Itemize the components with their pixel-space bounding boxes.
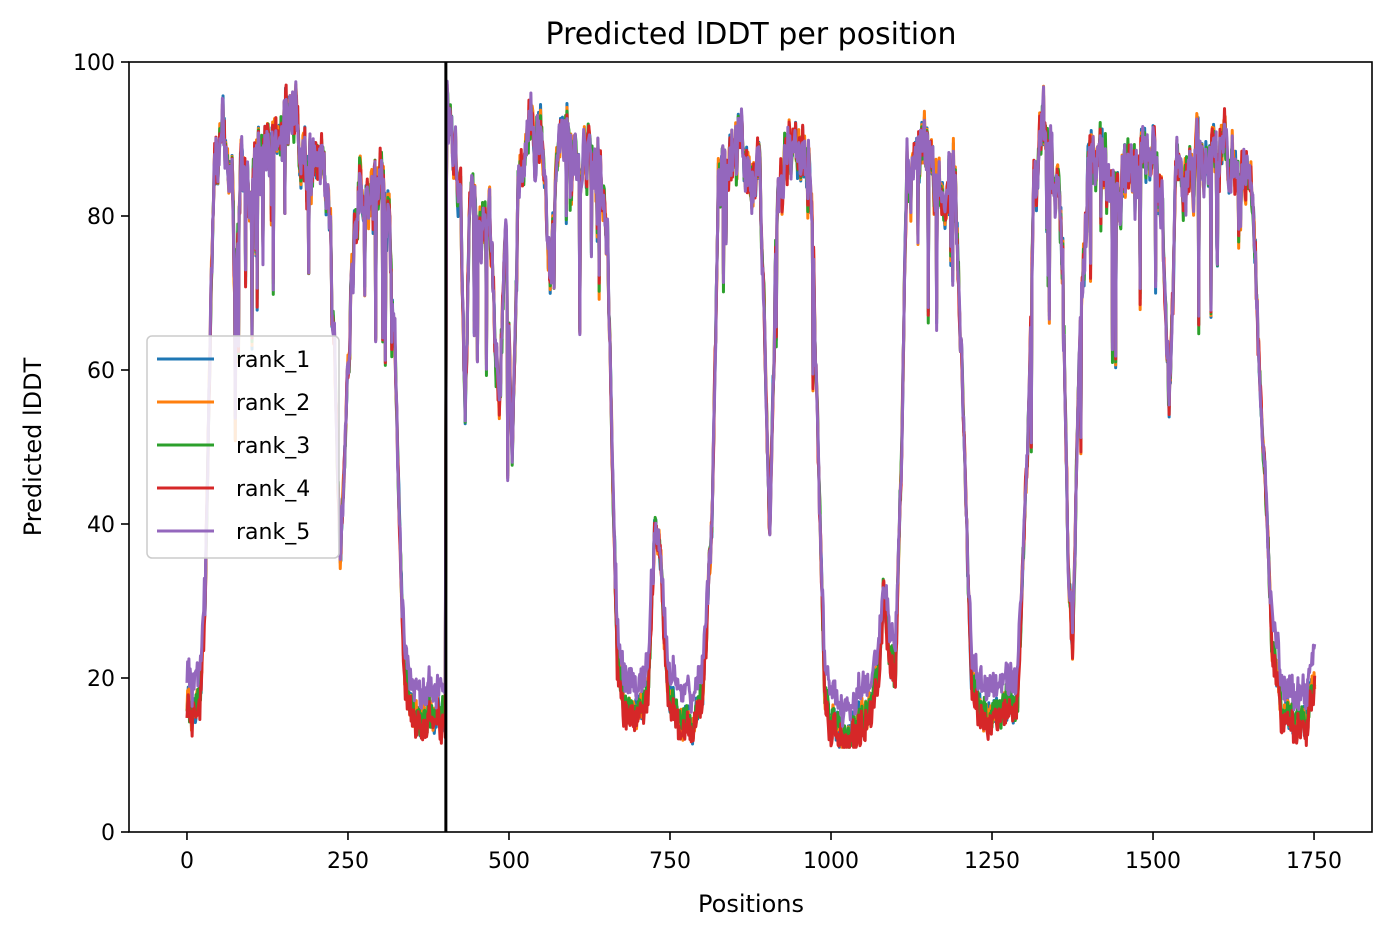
y-tick-label: 0 [101,821,115,846]
legend-frame [146,335,340,559]
x-axis: 0 250 500 750 1000 1250 1500 1750 [180,832,1342,874]
chart-title: Predicted lDDT per position [546,17,957,52]
legend-label-rank_3: rank_3 [236,434,310,459]
plot-frame [128,61,1373,833]
x-tick-label: 1000 [803,849,859,874]
x-tick-label: 500 [488,849,530,874]
series-line-rank_5 [185,79,1317,728]
y-tick-label: 80 [87,205,115,230]
x-tick-label: 1250 [964,849,1020,874]
y-tick-label: 20 [87,667,115,692]
y-tick-label: 60 [87,359,115,384]
legend-label-rank_2: rank_2 [236,391,310,416]
legend-label-rank_4: rank_4 [236,477,310,502]
legend: rank_1 rank_2 rank_3 rank_4 rank_5 [146,335,340,559]
y-axis-label: Predicted lDDT [19,357,47,536]
x-tick-label: 750 [649,849,691,874]
x-tick-label: 250 [327,849,369,874]
series-layer [185,79,1317,749]
y-tick-label: 100 [73,51,115,76]
legend-label-rank_5: rank_5 [236,520,310,545]
y-axis: 0 20 40 60 80 100 [73,51,129,846]
x-tick-label: 1500 [1125,849,1181,874]
legend-label-rank_1: rank_1 [236,348,310,373]
x-tick-label: 0 [180,849,194,874]
y-tick-label: 40 [87,513,115,538]
x-axis-label: Positions [698,890,804,918]
x-tick-label: 1750 [1286,849,1342,874]
